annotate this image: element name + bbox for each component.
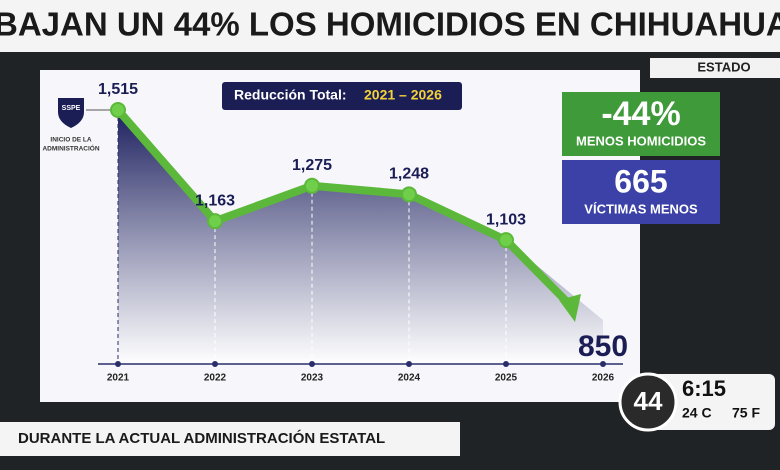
x-tick-label: 2022 — [204, 373, 227, 384]
value-label: 850 — [578, 330, 628, 363]
axis-dot — [115, 361, 121, 367]
value-label: 1,275 — [292, 157, 332, 174]
arrow-head — [559, 294, 581, 322]
logo-badge: SSPE — [62, 105, 81, 112]
tag-box — [650, 58, 780, 78]
logo-shield — [58, 98, 84, 128]
value-label: 1,163 — [195, 192, 235, 209]
x-tick-label: 2023 — [301, 373, 324, 384]
logo-caption: ADMINISTRACIÓN — [42, 144, 99, 153]
clock-time: 6:15 — [682, 376, 726, 401]
plot: 2021 2022 2023 2024 2025 2026 1,515 1,163 1,275 1… — [98, 81, 628, 383]
point — [401, 186, 417, 203]
section-tag: ESTADO — [697, 59, 750, 74]
clock-logo — [618, 372, 678, 432]
point — [498, 232, 514, 249]
x-tick-label: 2026 — [592, 373, 615, 384]
lower-third: DURANTE LA ACTUAL ADMINISTRACIÓN ESTATAL — [18, 429, 385, 447]
point — [304, 177, 320, 194]
clock-logo-text: 44 — [634, 386, 663, 416]
x-tick-label: 2024 — [398, 373, 421, 384]
clock-temp-f: 75 F — [732, 405, 760, 421]
area — [118, 110, 603, 364]
clock-temp-c: 24 C — [682, 405, 712, 421]
point — [110, 102, 126, 118]
chart-title: Reducción Total: — [234, 87, 347, 103]
stat-big: -44% — [601, 95, 680, 133]
axis-dot — [503, 361, 509, 367]
value-label: 1,515 — [98, 81, 138, 98]
axis-dot — [212, 361, 218, 367]
x-tick-label: 2021 — [107, 373, 130, 384]
chart-title-range: 2021 – 2026 — [364, 87, 442, 103]
stat-big: 665 — [614, 163, 667, 199]
headline-bar — [0, 0, 780, 52]
value-label: 1,248 — [389, 166, 429, 183]
value-label: 1,103 — [486, 211, 526, 228]
title-box — [222, 82, 462, 110]
stat-small: MENOS HOMICIDIOS — [576, 133, 706, 148]
stat-box — [562, 160, 720, 224]
lower-third-box — [0, 422, 460, 456]
stat-box — [562, 92, 720, 156]
headline: BAJAN UN 44% LOS HOMICIDIOS EN CHIHUAHUA — [0, 6, 780, 43]
trend-line — [114, 107, 574, 309]
axis-dot — [600, 361, 606, 367]
stat-small: VÍCTIMAS MENOS — [584, 201, 698, 216]
axis-dot — [406, 361, 412, 367]
x-tick-label: 2025 — [495, 373, 518, 384]
logo-caption: INICIO DE LA — [50, 137, 91, 144]
point — [207, 213, 223, 230]
axis-dot — [309, 361, 315, 367]
